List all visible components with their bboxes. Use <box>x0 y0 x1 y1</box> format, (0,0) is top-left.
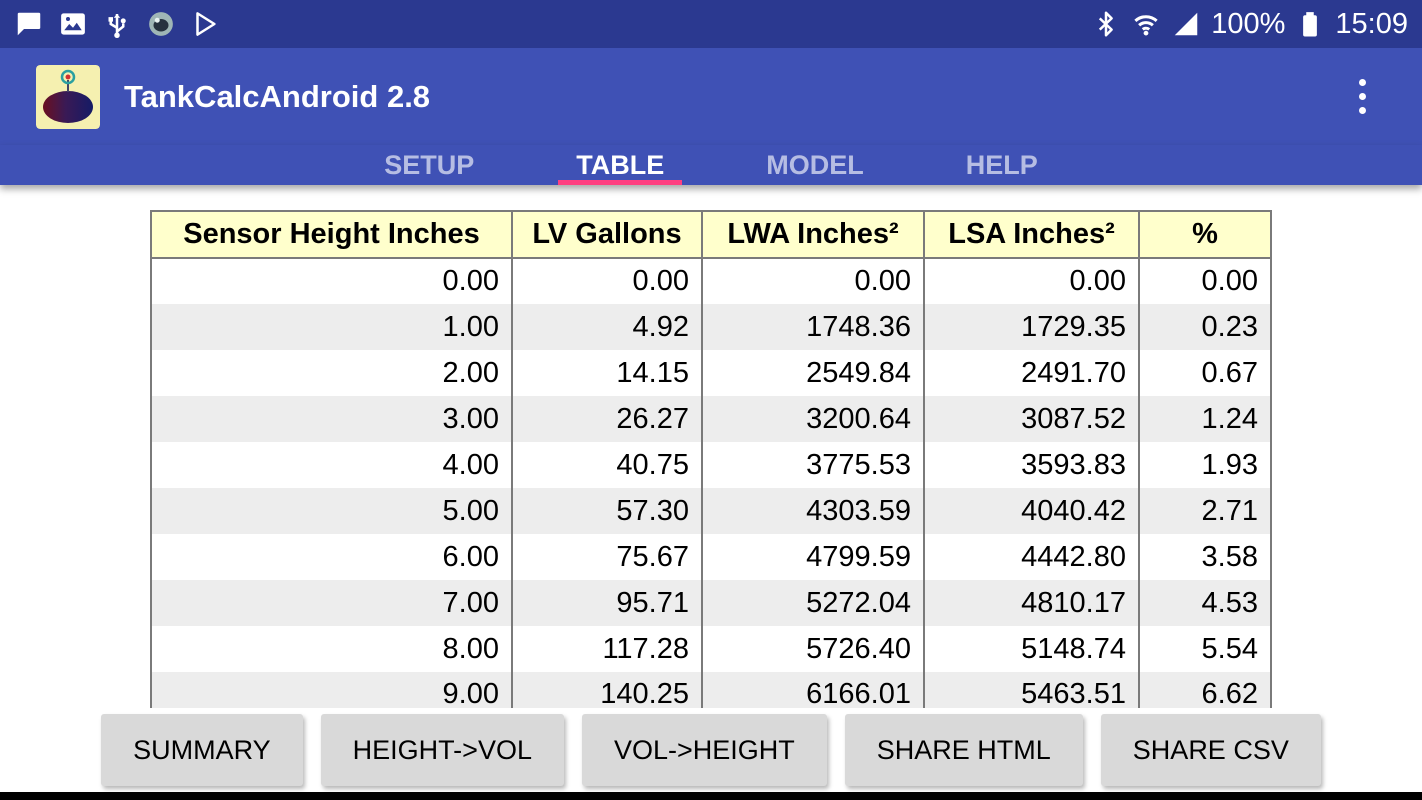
table-cell: 3593.83 <box>923 442 1140 488</box>
table-cell: 9.00 <box>150 672 513 708</box>
table-cell: 117.28 <box>511 626 703 672</box>
table-cell: 40.75 <box>511 442 703 488</box>
table-cell: 3.00 <box>150 396 513 442</box>
table-cell: 0.00 <box>923 258 1140 304</box>
table-cell: 0.67 <box>1138 350 1272 396</box>
table-cell: 26.27 <box>511 396 703 442</box>
app-bar: TankCalcAndroid 2.8 <box>0 48 1422 145</box>
table-cell: 5.54 <box>1138 626 1272 672</box>
battery-percent: 100% <box>1211 7 1286 40</box>
table-cell: 4303.59 <box>701 488 925 534</box>
table-cell: 0.00 <box>511 258 703 304</box>
data-table: Sensor Height Inches LV Gallons LWA Inch… <box>150 210 1272 708</box>
share-csv-button[interactable]: SHARE CSV <box>1100 714 1321 786</box>
share-html-button[interactable]: SHARE HTML <box>844 714 1083 786</box>
status-bar: 100% 15:09 <box>0 0 1422 48</box>
table-cell: 3087.52 <box>923 396 1140 442</box>
table-cell: 1748.36 <box>701 304 925 350</box>
tab-setup[interactable]: SETUP <box>384 149 475 180</box>
table-cell: 6.00 <box>150 534 513 580</box>
table-cell: 1.93 <box>1138 442 1272 488</box>
button-bar: SUMMARY HEIGHT->VOL VOL->HEIGHT SHARE HT… <box>0 708 1422 792</box>
table-cell: 4810.17 <box>923 580 1140 626</box>
vol-to-height-button[interactable]: VOL->HEIGHT <box>581 714 827 786</box>
table-row: 9.00 140.25 6166.01 5463.51 6.62 <box>150 672 1272 708</box>
table-row: 2.00 14.15 2549.84 2491.70 0.67 <box>150 350 1272 396</box>
play-store-icon <box>196 12 216 36</box>
table-cell: 0.00 <box>701 258 925 304</box>
table-row: 6.00 75.67 4799.59 4442.80 3.58 <box>150 534 1272 580</box>
table-cell: 4.00 <box>150 442 513 488</box>
table-cell: 14.15 <box>511 350 703 396</box>
table-cell: 3200.64 <box>701 396 925 442</box>
gallery-icon <box>61 13 85 35</box>
table-scroll-area[interactable]: Sensor Height Inches LV Gallons LWA Inch… <box>0 185 1422 708</box>
table-row: 8.00 117.28 5726.40 5148.74 5.54 <box>150 626 1272 672</box>
table-cell: 4442.80 <box>923 534 1140 580</box>
chat-icon <box>17 12 41 36</box>
table-cell: 75.67 <box>511 534 703 580</box>
table-cell: 6.62 <box>1138 672 1272 708</box>
column-header-lv-gallons: LV Gallons <box>511 210 703 259</box>
column-header-percent: % <box>1138 210 1272 259</box>
table-cell: 4040.42 <box>923 488 1140 534</box>
table-cell: 4799.59 <box>701 534 925 580</box>
tab-model[interactable]: MODEL <box>766 149 864 180</box>
table-cell: 1.24 <box>1138 396 1272 442</box>
tab-help[interactable]: HELP <box>965 149 1038 180</box>
navigation-strip <box>0 792 1422 800</box>
table-header-row: Sensor Height Inches LV Gallons LWA Inch… <box>150 210 1272 259</box>
tab-table[interactable]: TABLE <box>558 145 683 185</box>
table-row: 0.00 0.00 0.00 0.00 0.00 <box>150 258 1272 304</box>
table-cell: 1729.35 <box>923 304 1140 350</box>
table-row: 1.00 4.92 1748.36 1729.35 0.23 <box>150 304 1272 350</box>
table-cell: 2.71 <box>1138 488 1272 534</box>
app-title: TankCalcAndroid 2.8 <box>124 78 431 114</box>
table-cell: 0.00 <box>1138 258 1272 304</box>
table-cell: 5.00 <box>150 488 513 534</box>
table-body: 0.00 0.00 0.00 0.00 0.00 1.00 4.92 1748.36 1729.… <box>150 258 1272 708</box>
notification-icons <box>14 9 220 39</box>
table-cell: 2491.70 <box>923 350 1140 396</box>
table-row: 5.00 57.30 4303.59 4040.42 2.71 <box>150 488 1272 534</box>
table-cell: 5463.51 <box>923 672 1140 708</box>
wifi-icon <box>1134 15 1158 36</box>
system-status-icons: 100% 15:09 <box>1091 8 1408 41</box>
table-cell: 2.00 <box>150 350 513 396</box>
table-cell: 3775.53 <box>701 442 925 488</box>
table-cell: 140.25 <box>511 672 703 708</box>
tab-bar: SETUP TABLE MODEL HELP <box>0 145 1422 185</box>
app-icon <box>36 64 100 129</box>
height-to-vol-button[interactable]: HEIGHT->VOL <box>320 714 564 786</box>
table-cell: 1.00 <box>150 304 513 350</box>
table-cell: 0.00 <box>150 258 513 304</box>
overflow-menu-button[interactable] <box>1338 48 1386 145</box>
table-row: 3.00 26.27 3200.64 3087.52 1.24 <box>150 396 1272 442</box>
usb-icon <box>108 14 126 38</box>
bluetooth-icon <box>1099 11 1114 37</box>
column-header-sensor-height: Sensor Height Inches <box>150 210 513 259</box>
table-cell: 8.00 <box>150 626 513 672</box>
table-cell: 95.71 <box>511 580 703 626</box>
table-cell: 6166.01 <box>701 672 925 708</box>
table-cell: 5272.04 <box>701 580 925 626</box>
table-cell: 7.00 <box>150 580 513 626</box>
table-cell: 5148.74 <box>923 626 1140 672</box>
table-row: 7.00 95.71 5272.04 4810.17 4.53 <box>150 580 1272 626</box>
table-cell: 2549.84 <box>701 350 925 396</box>
battery-icon <box>1303 12 1318 37</box>
clock: 15:09 <box>1335 7 1408 40</box>
table-cell: 3.58 <box>1138 534 1272 580</box>
table-cell: 57.30 <box>511 488 703 534</box>
screenshot-app-icon <box>149 12 173 36</box>
table-cell: 5726.40 <box>701 626 925 672</box>
summary-button[interactable]: SUMMARY <box>101 714 303 786</box>
table-cell: 4.53 <box>1138 580 1272 626</box>
signal-icon <box>1175 12 1198 36</box>
table-cell: 0.23 <box>1138 304 1272 350</box>
column-header-lsa: LSA Inches² <box>923 210 1140 259</box>
table-cell: 4.92 <box>511 304 703 350</box>
table-row: 4.00 40.75 3775.53 3593.83 1.93 <box>150 442 1272 488</box>
column-header-lwa: LWA Inches² <box>701 210 925 259</box>
